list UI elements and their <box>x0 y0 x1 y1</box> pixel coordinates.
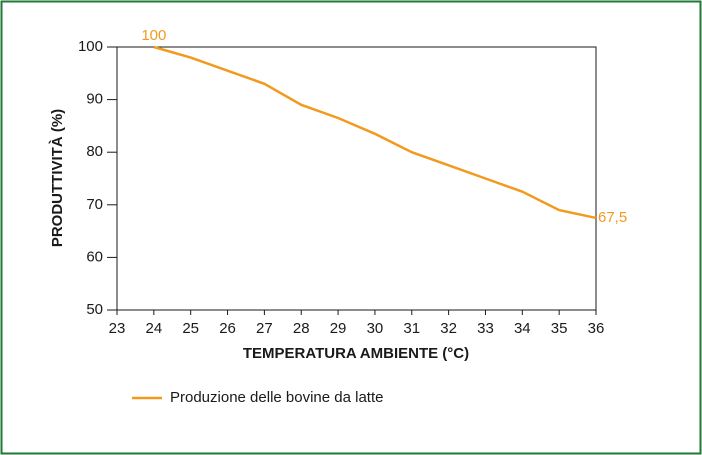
x-tick-label: 36 <box>588 320 605 337</box>
y-axis-title: PRODUTTIVITÀ (%) <box>49 109 66 247</box>
x-tick-label: 27 <box>256 320 273 337</box>
y-tick-label: 60 <box>86 248 103 265</box>
data-label: 67,5 <box>598 209 627 226</box>
x-tick-label: 24 <box>146 320 163 337</box>
x-tick-label: 32 <box>440 320 457 337</box>
y-tick-label: 70 <box>86 196 103 213</box>
x-tick-label: 30 <box>367 320 384 337</box>
y-tick-label: 50 <box>86 301 103 318</box>
x-tick-label: 28 <box>293 320 310 337</box>
legend-label: Produzione delle bovine da latte <box>170 389 384 406</box>
x-tick-label: 25 <box>182 320 199 337</box>
x-axis-title: TEMPERATURA AMBIENTE (°C) <box>243 345 469 362</box>
y-tick-label: 90 <box>86 91 103 108</box>
x-tick-label: 26 <box>219 320 236 337</box>
line <box>153 45 597 220</box>
y-tick-label: 80 <box>86 143 103 160</box>
x-tick-label: 33 <box>477 320 494 337</box>
x-tick-label: 35 <box>551 320 568 337</box>
y-tick-label: 100 <box>78 38 103 55</box>
data-label: 100 <box>141 27 166 44</box>
x-tick-label: 29 <box>330 320 347 337</box>
x-tick-label: 23 <box>109 320 126 337</box>
x-tick-label: 34 <box>514 320 531 337</box>
x-tick-label: 31 <box>403 320 420 337</box>
plot-area <box>116 46 597 311</box>
